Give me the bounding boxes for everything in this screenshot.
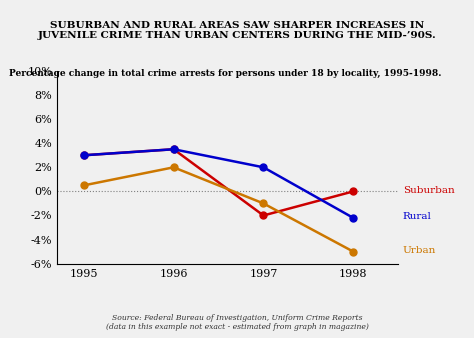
Text: Urban: Urban (402, 246, 436, 255)
Text: Suburban: Suburban (402, 186, 455, 195)
Text: SUBURBAN AND RURAL AREAS SAW SHARPER INCREASES IN
JUVENILE CRIME THAN URBAN CENT: SUBURBAN AND RURAL AREAS SAW SHARPER INC… (37, 21, 437, 40)
Text: Source: Federal Bureau of Investigation, Uniform Crime Reports
(data in this exa: Source: Federal Bureau of Investigation,… (106, 314, 368, 331)
Text: Rural: Rural (402, 212, 431, 221)
Text: Percentage change in total crime arrests for persons under 18 by locality, 1995-: Percentage change in total crime arrests… (9, 69, 442, 78)
